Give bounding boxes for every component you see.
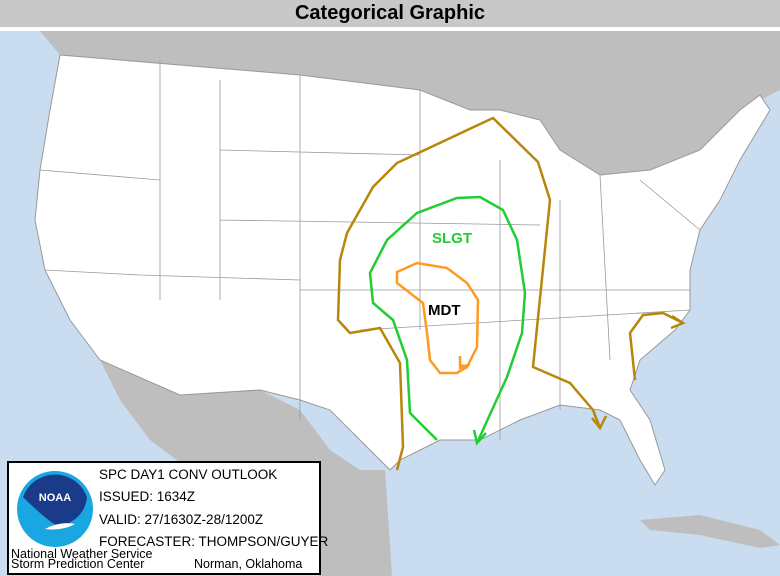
- forecaster: FORECASTER: THOMPSON/GUYER: [99, 534, 329, 549]
- slight-arrow-icon: [472, 429, 487, 446]
- state-borders: [39, 60, 701, 440]
- issued-time: ISSUED: 1634Z: [99, 489, 196, 504]
- slight-label: SLGT: [432, 230, 472, 247]
- page-title: Categorical Graphic: [0, 0, 780, 27]
- svg-text:NOAA: NOAA: [39, 492, 71, 504]
- canada-land: [40, 31, 780, 175]
- outlook-legend: NOAA SPC DAY1 CONV OUTLOOK ISSUED: 1634Z…: [7, 461, 328, 575]
- tstm-east-arrow-icon: [670, 314, 686, 330]
- valid-period: VALID: 27/1630Z-28/1200Z: [99, 512, 264, 527]
- cuba-land: [640, 515, 780, 548]
- product-name: SPC DAY1 CONV OUTLOOK: [99, 467, 278, 482]
- moderate-outline: [395, 261, 480, 375]
- tstm-outline: [336, 116, 602, 471]
- tstm-arrow-icon: [591, 415, 608, 431]
- noaa-logo: NOAA: [17, 471, 93, 547]
- agency-name: National Weather Service: [11, 547, 153, 561]
- moderate-label: MDT: [428, 302, 461, 319]
- moderate-arrow-icon: [458, 356, 471, 370]
- tstm-outline-east: [628, 311, 684, 381]
- location: Norman, Oklahoma: [194, 557, 303, 571]
- center-name: Storm Prediction Center: [11, 557, 145, 571]
- slight-outline: [368, 195, 527, 444]
